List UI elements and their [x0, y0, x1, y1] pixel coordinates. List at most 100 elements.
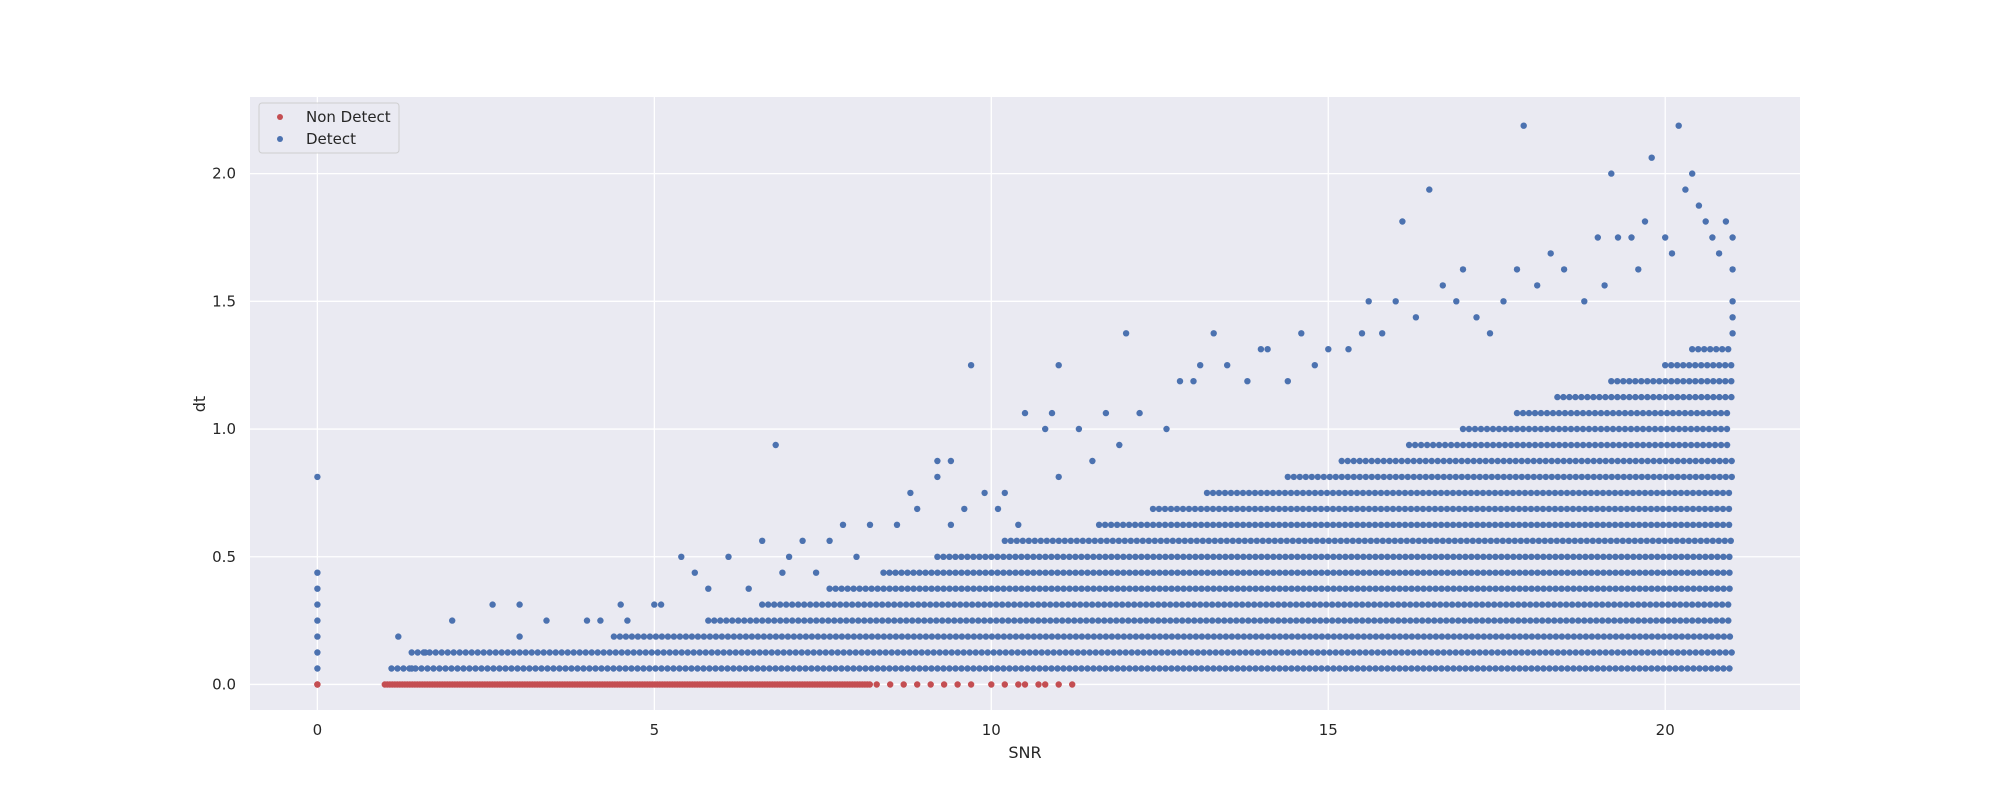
- data-point: [1001, 537, 1008, 544]
- data-point: [1588, 665, 1595, 672]
- data-point: [1627, 441, 1635, 449]
- data-point: [1587, 505, 1595, 513]
- data-point: [1726, 665, 1733, 672]
- data-point: [1666, 569, 1673, 576]
- data-point: [951, 601, 958, 608]
- data-point: [1343, 537, 1351, 544]
- data-point: [954, 649, 961, 656]
- data-point: [1305, 521, 1313, 528]
- data-point: [1320, 473, 1328, 481]
- data-point: [1542, 473, 1550, 481]
- data-point: [1191, 601, 1198, 608]
- data-point: [1494, 473, 1502, 481]
- data-point: [1696, 585, 1703, 592]
- data-point: [1072, 585, 1079, 592]
- data-point: [1533, 505, 1541, 513]
- data-point: [1353, 617, 1360, 624]
- data-point: [1078, 665, 1085, 672]
- data-point: [1563, 489, 1571, 497]
- data-point: [1317, 489, 1325, 497]
- data-point: [1479, 617, 1486, 624]
- data-point: [760, 665, 767, 672]
- data-point: [1305, 617, 1312, 624]
- data-point: [1695, 346, 1702, 353]
- data-point: [1581, 505, 1589, 513]
- data-point: [970, 553, 977, 560]
- data-point: [1513, 441, 1521, 449]
- data-point: [1558, 585, 1565, 592]
- data-point: [1624, 633, 1632, 640]
- data-point: [1021, 409, 1029, 417]
- data-point: [1411, 441, 1419, 449]
- data-point: [1258, 665, 1265, 672]
- data-point: [1404, 457, 1411, 465]
- data-point: [940, 633, 948, 640]
- data-point: [1662, 473, 1670, 481]
- data-point: [1305, 601, 1312, 608]
- data-point: [688, 665, 695, 672]
- x-tick-label: 20: [1656, 721, 1675, 739]
- data-point: [993, 617, 1000, 624]
- x-axis-label: SNR: [1008, 743, 1041, 762]
- data-point: [947, 457, 955, 465]
- data-point: [1281, 521, 1289, 528]
- data-point: [868, 585, 875, 592]
- data-point: [891, 617, 898, 624]
- data-point: [684, 649, 691, 656]
- data-point: [1432, 633, 1440, 640]
- data-point: [930, 649, 937, 656]
- data-point: [1044, 649, 1051, 656]
- data-point: [1570, 553, 1577, 560]
- data-point: [1674, 362, 1681, 369]
- data-point: [1493, 537, 1501, 544]
- data-point: [1689, 489, 1697, 497]
- data-point: [1614, 378, 1621, 385]
- data-point: [1434, 473, 1442, 481]
- data-point: [1506, 649, 1513, 656]
- data-point: [1180, 569, 1187, 576]
- data-point: [1191, 521, 1199, 528]
- data-point: [1450, 553, 1457, 560]
- data-point: [1059, 601, 1066, 608]
- data-point: [724, 633, 732, 640]
- data-point: [1240, 665, 1247, 672]
- data-point: [1259, 537, 1267, 544]
- data-point: [1163, 537, 1171, 544]
- data-point: [1347, 601, 1354, 608]
- data-point: [1467, 601, 1474, 608]
- data-point: [1263, 521, 1271, 528]
- data-point: [1348, 665, 1355, 672]
- data-point: [844, 633, 852, 640]
- data-point: [1577, 537, 1585, 544]
- data-point: [1150, 665, 1157, 672]
- data-point: [498, 649, 505, 656]
- data-point: [1251, 489, 1259, 497]
- data-point: [1620, 378, 1627, 385]
- data-point: [1605, 617, 1612, 624]
- data-point: [1584, 649, 1591, 656]
- data-point: [582, 649, 589, 656]
- data-point: [873, 681, 880, 688]
- data-point: [1648, 569, 1655, 576]
- data-point: [694, 633, 702, 640]
- data-point: [1690, 569, 1697, 576]
- data-point: [1275, 617, 1282, 624]
- data-point: [1687, 425, 1695, 433]
- data-point: [1531, 425, 1539, 433]
- data-point: [1306, 665, 1313, 672]
- data-point: [1510, 569, 1517, 576]
- data-point: [1217, 537, 1225, 544]
- data-point: [1534, 665, 1541, 672]
- data-point: [1482, 473, 1490, 481]
- data-point: [1079, 537, 1087, 544]
- data-point: [1194, 649, 1201, 656]
- data-point: [1434, 457, 1441, 465]
- data-point: [1653, 617, 1660, 624]
- data-point: [1211, 537, 1219, 544]
- data-point: [1162, 553, 1169, 560]
- data-point: [839, 521, 847, 528]
- data-point: [892, 585, 899, 592]
- data-point: [1341, 601, 1348, 608]
- data-point: [1000, 665, 1007, 672]
- data-point: [940, 569, 947, 576]
